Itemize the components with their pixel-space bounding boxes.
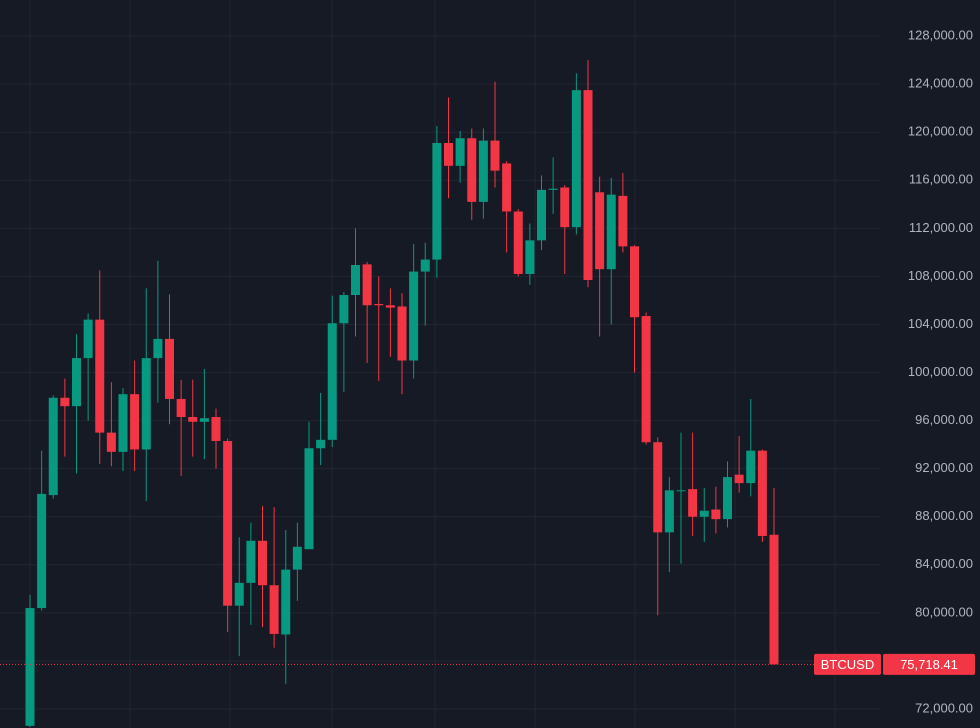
candle-body xyxy=(409,271,419,361)
candle-body xyxy=(223,441,233,606)
y-tick-label: 72,000.00 xyxy=(915,700,973,715)
candle-body xyxy=(397,306,407,361)
symbol-label: BTCUSD xyxy=(821,657,874,672)
candle-body xyxy=(734,474,744,484)
candle-body xyxy=(141,358,151,450)
candle-body xyxy=(746,450,756,484)
candle-body xyxy=(595,192,605,270)
candle-body xyxy=(467,138,477,202)
candle-body xyxy=(72,358,81,407)
candle-body xyxy=(432,143,442,260)
candle-body xyxy=(641,316,651,443)
candle-body xyxy=(176,398,186,417)
candle-body xyxy=(362,264,372,306)
candle-body xyxy=(269,585,279,634)
price-label: 75,718.41 xyxy=(900,657,958,672)
y-tick-label: 112,000.00 xyxy=(909,220,973,235)
candle-body xyxy=(478,140,488,202)
candle-body xyxy=(711,509,721,520)
candle-body xyxy=(234,582,244,606)
candle-body xyxy=(304,448,314,550)
candle-body xyxy=(351,264,360,296)
candle-body xyxy=(95,319,105,433)
candle-body xyxy=(48,397,58,496)
candle-body xyxy=(490,140,500,171)
price-axis: 72,000.0076,000.0080,000.0084,000.0088,0… xyxy=(814,27,975,715)
candle-body xyxy=(676,490,686,492)
candle-body xyxy=(153,338,163,359)
candle-body xyxy=(130,394,140,450)
candle-body xyxy=(37,493,47,609)
candle-body xyxy=(723,477,732,520)
candle-body xyxy=(327,323,337,440)
candle-body xyxy=(537,189,546,241)
candle-body xyxy=(199,418,209,422)
candle-body xyxy=(548,188,558,190)
y-tick-label: 108,000.00 xyxy=(908,268,973,283)
y-tick-label: 104,000.00 xyxy=(908,316,973,331)
symbol-badge xyxy=(814,653,881,675)
candle-body xyxy=(699,510,709,517)
y-tick-label: 84,000.00 xyxy=(915,556,973,571)
candle-body xyxy=(444,143,453,166)
candle-body xyxy=(83,319,93,359)
candle-body xyxy=(653,442,663,533)
candle-body xyxy=(571,90,581,228)
price-badge xyxy=(883,653,975,675)
y-tick-label: 100,000.00 xyxy=(908,364,973,379)
candle-body xyxy=(583,90,593,280)
y-tick-label: 120,000.00 xyxy=(908,124,973,139)
candle-body xyxy=(455,138,465,166)
y-tick-label: 80,000.00 xyxy=(915,604,973,619)
candle-body xyxy=(757,450,767,536)
candle-body xyxy=(339,295,349,324)
candle-body xyxy=(769,534,779,665)
candle-body xyxy=(106,432,116,452)
candle-body xyxy=(281,569,291,635)
candle-body xyxy=(246,540,256,583)
candle-body xyxy=(211,416,221,442)
candles xyxy=(0,60,880,728)
candle-body xyxy=(513,211,523,274)
candle-body xyxy=(420,259,430,272)
y-tick-label: 128,000.00 xyxy=(908,27,973,42)
candle-body xyxy=(374,304,384,306)
candle-body xyxy=(385,305,395,308)
candle-body xyxy=(688,489,698,517)
candle-body xyxy=(525,240,535,274)
candle-body xyxy=(664,490,674,533)
candle-body xyxy=(25,608,35,726)
candle-body xyxy=(618,195,628,247)
price-grid xyxy=(0,35,880,710)
y-tick-label: 124,000.00 xyxy=(908,76,973,91)
candle-body xyxy=(292,546,302,570)
candle-body xyxy=(502,163,512,212)
candle-body xyxy=(316,439,326,449)
candle-body xyxy=(118,394,128,452)
y-tick-label: 92,000.00 xyxy=(915,460,973,475)
candle-body xyxy=(560,187,570,228)
y-tick-label: 116,000.00 xyxy=(909,172,973,187)
y-tick-label: 96,000.00 xyxy=(915,412,973,427)
candle-body xyxy=(165,338,174,399)
candle-body xyxy=(630,246,639,318)
time-grid xyxy=(29,0,836,728)
candle-body xyxy=(188,416,198,422)
y-tick-label: 88,000.00 xyxy=(915,508,973,523)
candle-body xyxy=(606,194,616,270)
candle-body xyxy=(258,540,267,586)
candle-body xyxy=(60,397,70,407)
